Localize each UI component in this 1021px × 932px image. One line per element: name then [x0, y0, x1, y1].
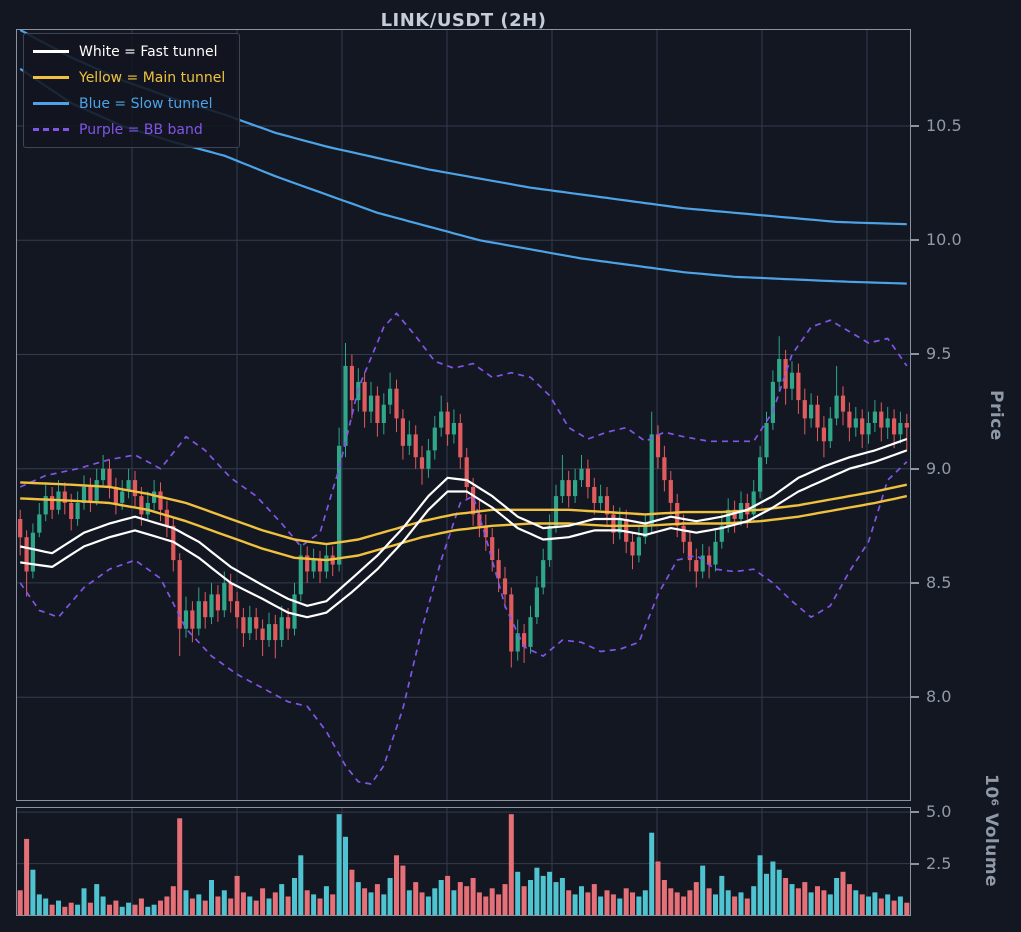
axis-tick-label: 5.0: [926, 802, 952, 822]
volume-axis-label-box: 10⁶ Volume: [976, 774, 1006, 887]
axis-tick-label: 9.5: [926, 344, 952, 364]
axis-tick-mark: [911, 581, 919, 584]
axis-tick-label: 8.5: [926, 572, 952, 592]
price-plot: White = Fast tunnel Yellow = Main tunnel…: [16, 29, 911, 801]
chart-title: LINK/USDT (2H): [380, 10, 547, 31]
axis-tick-label: 2.5: [926, 853, 952, 873]
bb-band-line-sample: [33, 128, 69, 131]
legend-item-bb-band: Purple = BB band: [33, 119, 225, 140]
main-tunnel-line-sample: [33, 76, 69, 79]
legend-item-fast-tunnel: White = Fast tunnel: [33, 41, 225, 62]
axis-tick-mark: [911, 124, 919, 127]
legend-label-fast-tunnel: White = Fast tunnel: [79, 43, 218, 60]
axis-tick-mark: [911, 811, 919, 814]
fast-tunnel-line-sample: [33, 50, 69, 53]
axis-tick-label: 9.0: [926, 458, 952, 478]
legend-label-slow-tunnel: Blue = Slow tunnel: [79, 95, 213, 112]
slow-tunnel-line-sample: [33, 102, 69, 105]
axis-tick-label: 10.5: [926, 115, 962, 135]
price-axis-label: Price: [986, 389, 1006, 441]
volume-plot: [16, 807, 911, 916]
legend-label-main-tunnel: Yellow = Main tunnel: [79, 69, 226, 86]
volume-axis-exponent: 10⁶: [981, 774, 1001, 807]
axis-tick-mark: [911, 239, 919, 242]
legend-item-slow-tunnel: Blue = Slow tunnel: [33, 93, 225, 114]
volume-chart-canvas: [17, 808, 910, 915]
legend: White = Fast tunnel Yellow = Main tunnel…: [23, 33, 241, 148]
axis-tick-mark: [911, 467, 919, 470]
axis-tick-mark: [911, 862, 919, 865]
price-chart-canvas: [17, 30, 910, 800]
axis-tick-mark: [911, 696, 919, 699]
axis-tick-label: 8.0: [926, 687, 952, 707]
price-axis-label-box: Price: [982, 29, 1010, 801]
axis-tick-mark: [911, 353, 919, 356]
legend-item-main-tunnel: Yellow = Main tunnel: [33, 67, 225, 88]
volume-axis-label: Volume: [981, 812, 1001, 887]
axis-tick-label: 10.0: [926, 230, 962, 250]
legend-label-bb-band: Purple = BB band: [79, 121, 203, 138]
